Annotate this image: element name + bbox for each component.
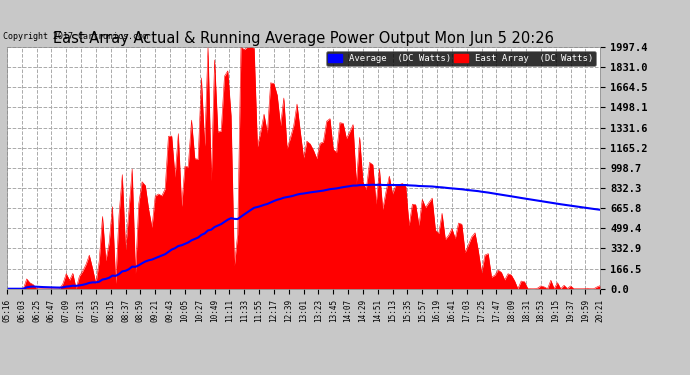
Legend: Average  (DC Watts), East Array  (DC Watts): Average (DC Watts), East Array (DC Watts… bbox=[326, 51, 595, 66]
Text: Copyright 2017 Cartronics.com: Copyright 2017 Cartronics.com bbox=[3, 32, 148, 41]
Title: East Array Actual & Running Average Power Output Mon Jun 5 20:26: East Array Actual & Running Average Powe… bbox=[53, 31, 554, 46]
